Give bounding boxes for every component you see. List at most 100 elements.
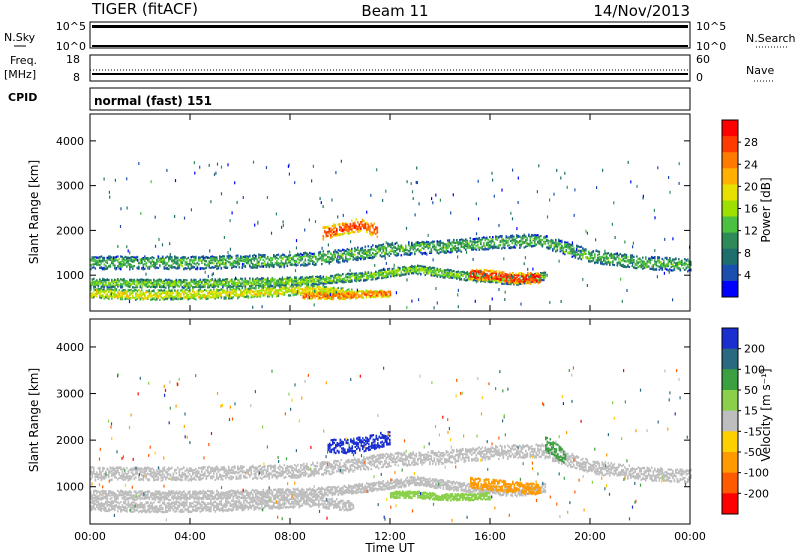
heatmap-cell <box>346 253 349 256</box>
heatmap-cell <box>373 248 376 251</box>
heatmap-cell <box>93 263 95 266</box>
heatmap-cell <box>346 248 349 251</box>
heatmap-cell <box>312 283 314 286</box>
heatmap-cell <box>345 279 347 282</box>
heatmap-cell <box>231 296 233 299</box>
heatmap-cell <box>225 294 227 297</box>
heatmap-cell <box>501 247 503 250</box>
heatmap-cell <box>178 259 181 262</box>
heatmap-cell <box>336 273 338 276</box>
heatmap-cell <box>94 258 97 261</box>
heatmap-cell <box>370 278 373 281</box>
heatmap-cell <box>243 293 245 296</box>
heatmap-cell <box>264 263 266 266</box>
heatmap-cell <box>408 272 410 275</box>
heatmap-cell <box>331 281 334 285</box>
heatmap-cell <box>276 282 278 285</box>
heatmap-cell <box>486 243 488 246</box>
heatmap-cell <box>213 288 215 292</box>
heatmap-cell <box>651 267 653 270</box>
heatmap-cell <box>463 247 466 250</box>
heatmap-cell <box>226 256 229 259</box>
heatmap-cell <box>300 279 302 282</box>
heatmap-cell <box>445 251 448 254</box>
heatmap-cell <box>156 295 158 298</box>
heatmap-cell <box>253 291 256 294</box>
heatmap-cell <box>208 284 211 287</box>
heatmap-cell <box>430 274 433 277</box>
heatmap-cell <box>238 266 241 269</box>
heatmap-cell <box>144 258 146 261</box>
heatmap-cell <box>349 278 352 281</box>
heatmap-cell <box>543 277 545 280</box>
heatmap-cell <box>190 259 193 262</box>
heatmap-cell <box>390 246 392 249</box>
heatmap-cell <box>177 262 179 265</box>
heatmap-cell <box>216 283 218 286</box>
heatmap-cell <box>159 278 161 281</box>
heatmap-cell <box>454 271 457 274</box>
heatmap-cell <box>307 282 310 285</box>
heatmap-cell <box>513 235 515 238</box>
heatmap-cell <box>412 272 415 275</box>
heatmap-cell <box>298 259 301 262</box>
heatmap-cell <box>241 294 244 298</box>
heatmap-cell <box>94 288 97 292</box>
heatmap-cell <box>190 296 193 299</box>
heatmap-cell <box>108 283 110 286</box>
heatmap-cell <box>238 263 241 266</box>
heatmap-cell <box>477 237 479 240</box>
heatmap-cell <box>561 241 563 244</box>
heatmap-cell <box>195 258 197 261</box>
heatmap-cell <box>231 278 233 281</box>
heatmap-cell <box>501 237 503 240</box>
heatmap-cell <box>544 237 547 240</box>
heatmap-cell <box>324 253 326 256</box>
heatmap-cell <box>363 256 365 259</box>
heatmap-cell <box>489 275 491 278</box>
heatmap-cell <box>201 261 203 264</box>
heatmap-cell <box>102 285 104 288</box>
heatmap-cell <box>219 264 221 267</box>
heatmap-cell <box>682 262 685 265</box>
heatmap-cell <box>228 283 230 286</box>
heatmap-cell <box>417 248 419 251</box>
heatmap-cell <box>240 255 242 258</box>
heatmap-cell <box>229 261 232 264</box>
heatmap-cell <box>405 244 407 247</box>
heatmap-cell <box>111 295 113 298</box>
heatmap-cell <box>258 279 260 282</box>
heatmap-cell <box>571 255 574 258</box>
heatmap-cell <box>153 293 155 296</box>
heatmap-cell <box>348 253 350 256</box>
heatmap-cell <box>253 282 256 286</box>
heatmap-cell <box>550 244 553 247</box>
heatmap-cell <box>552 239 554 242</box>
heatmap-cell <box>429 243 431 246</box>
heatmap-cell <box>165 256 167 259</box>
heatmap-cell <box>133 258 136 261</box>
heatmap-cell <box>358 279 361 282</box>
heatmap-cell <box>577 257 580 260</box>
heatmap-cell <box>199 288 202 291</box>
heatmap-cell <box>504 239 506 242</box>
heatmap-cell <box>456 272 458 275</box>
heatmap-cell <box>297 280 299 283</box>
heatmap-cell <box>192 288 194 291</box>
heatmap-cell <box>139 285 142 288</box>
heatmap-cell <box>141 278 143 281</box>
heatmap-cell <box>618 257 620 260</box>
heatmap-cell <box>358 257 361 260</box>
heatmap-cell <box>187 283 190 286</box>
heatmap-cell <box>178 278 181 282</box>
heatmap-cell <box>295 260 298 263</box>
heatmap-cell <box>132 296 134 299</box>
heatmap-cell <box>237 294 239 297</box>
heatmap-cell <box>121 259 124 262</box>
heatmap-cell <box>154 264 157 267</box>
heatmap-cell <box>225 265 227 268</box>
heatmap-cell <box>513 283 515 286</box>
heatmap-cell <box>367 254 370 257</box>
heatmap-cell <box>196 283 199 286</box>
heatmap-cell <box>475 241 478 244</box>
